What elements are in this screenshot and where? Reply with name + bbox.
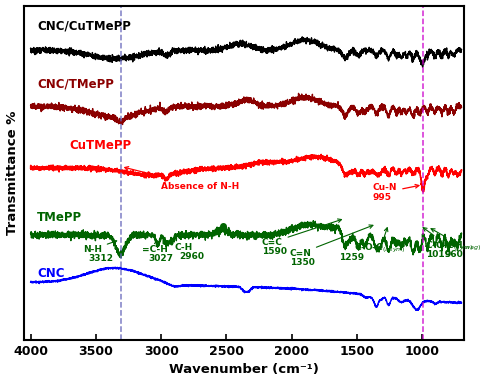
Text: 3027: 3027 bbox=[148, 254, 173, 263]
Text: Cu-N
995: Cu-N 995 bbox=[373, 183, 419, 202]
Text: C-H: C-H bbox=[169, 240, 193, 253]
Y-axis label: Transmittance %: Transmittance % bbox=[5, 111, 19, 235]
Text: N-H: N-H bbox=[83, 240, 117, 254]
Text: 1259: 1259 bbox=[339, 253, 364, 262]
Text: 1590: 1590 bbox=[263, 247, 288, 256]
Text: 2960: 2960 bbox=[179, 253, 204, 261]
X-axis label: Wavenumber (cm⁻¹): Wavenumber (cm⁻¹) bbox=[169, 363, 319, 376]
Text: C-O-C$_{(sym)}$: C-O-C$_{(sym)}$ bbox=[423, 228, 473, 253]
Text: CNC/TMePP: CNC/TMePP bbox=[37, 78, 114, 91]
Text: =C-H: =C-H bbox=[142, 241, 168, 254]
Text: TMePP: TMePP bbox=[37, 211, 82, 224]
Text: CNC/CuTMePP: CNC/CuTMePP bbox=[37, 19, 131, 32]
Text: C=N: C=N bbox=[289, 225, 373, 258]
Text: 1019: 1019 bbox=[426, 251, 451, 259]
Text: 1350: 1350 bbox=[290, 258, 315, 267]
Text: 3312: 3312 bbox=[88, 254, 113, 263]
Text: CNC: CNC bbox=[37, 267, 65, 280]
Text: 960: 960 bbox=[444, 251, 464, 259]
Text: Absence of N-H: Absence of N-H bbox=[125, 167, 240, 191]
Text: C-O-C$_{(asym)}$: C-O-C$_{(asym)}$ bbox=[354, 228, 406, 255]
Text: N-H$_{(wag)}$: N-H$_{(wag)}$ bbox=[431, 229, 482, 253]
Text: C=C: C=C bbox=[262, 219, 342, 247]
Text: CuTMePP: CuTMePP bbox=[70, 139, 132, 152]
